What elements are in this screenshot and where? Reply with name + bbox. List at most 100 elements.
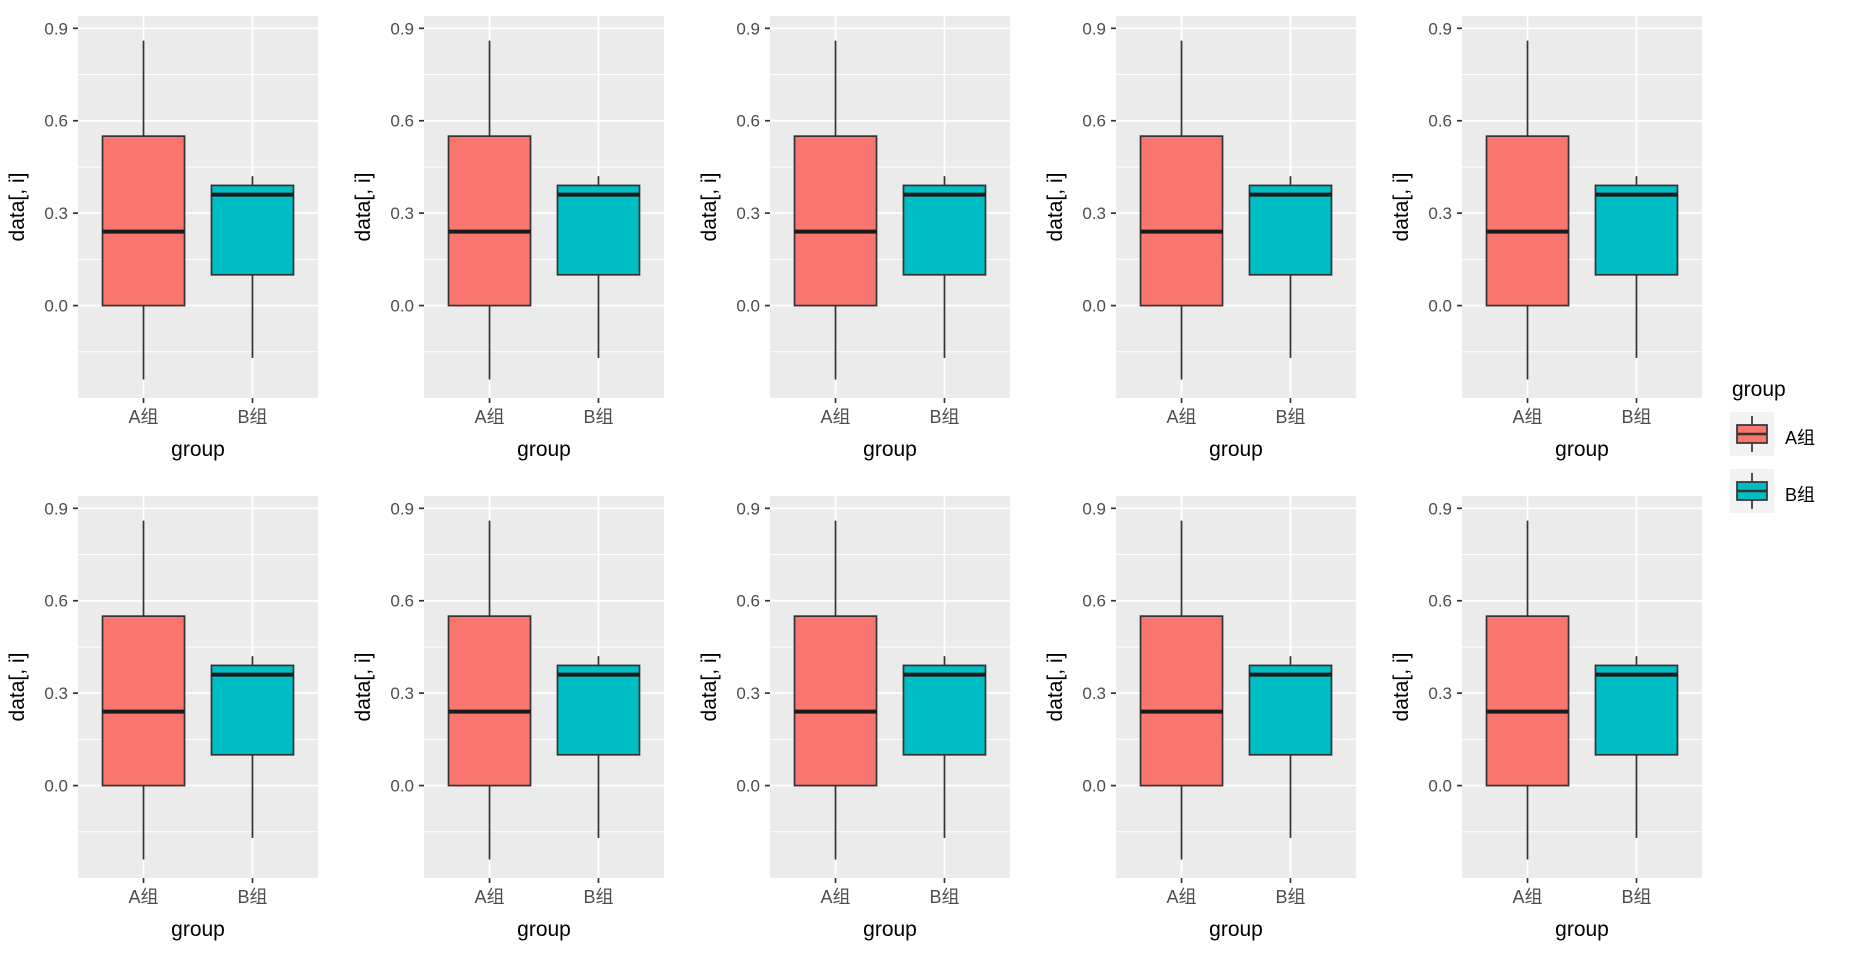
x-tick-label: B组 <box>1275 407 1305 427</box>
y-axis-title: data[, i] <box>698 653 721 722</box>
y-tick-label: 0.6 <box>1082 592 1106 611</box>
y-tick-label: 0.6 <box>44 592 68 611</box>
y-tick-label: 0.6 <box>736 592 760 611</box>
y-tick-label: 0.9 <box>390 19 414 38</box>
x-tick-label: B组 <box>1275 887 1305 907</box>
legend-item-a: A组 <box>1730 412 1815 461</box>
y-tick-label: 0.9 <box>1082 499 1106 518</box>
y-tick-label: 0.3 <box>736 684 760 703</box>
y-tick-label: 0.0 <box>390 777 414 796</box>
boxplot-cell: 0.0 0.3 0.6 0.9 A组 B组 data[, i] group <box>346 0 692 480</box>
legend-item-label: A组 <box>1785 427 1816 448</box>
y-tick-label: 0.6 <box>390 592 414 611</box>
boxplot-cell: 0.0 0.3 0.6 0.9 A组 B组 data[, i] group <box>1384 480 1730 960</box>
box-a <box>101 615 186 787</box>
y-tick-label: 0.3 <box>736 204 760 223</box>
y-axis-title: data[, i] <box>1044 173 1067 242</box>
x-tick-label: B组 <box>929 887 959 907</box>
legend-title: group <box>1732 378 1786 401</box>
boxplot-cell: 0.0 0.3 0.6 0.9 A组 B组 data[, i] group <box>1038 0 1384 480</box>
y-tick-label: 0.3 <box>1082 684 1106 703</box>
y-tick-label: 0.3 <box>390 684 414 703</box>
y-axis-title: data[, i] <box>698 173 721 242</box>
boxplot-panel-svg: 0.0 0.3 0.6 0.9 A组 B组 data[, i] group <box>1044 16 1356 461</box>
box-a <box>1139 615 1224 787</box>
boxplot-cell: 0.0 0.3 0.6 0.9 A组 B组 data[, i] group <box>692 0 1038 480</box>
x-tick-label: B组 <box>1621 887 1651 907</box>
box-b <box>556 664 641 756</box>
x-axis-title: group <box>517 438 571 461</box>
box-b <box>210 664 295 756</box>
box-b <box>902 184 987 276</box>
x-tick-label: A组 <box>821 407 851 427</box>
y-tick-label: 0.0 <box>44 297 68 316</box>
box-a <box>101 135 186 307</box>
box-b <box>556 184 641 276</box>
y-tick-label: 0.6 <box>1082 112 1106 131</box>
box-a <box>1485 615 1570 787</box>
x-tick-label: A组 <box>821 887 851 907</box>
y-tick-label: 0.9 <box>736 19 760 38</box>
x-tick-label: B组 <box>929 407 959 427</box>
boxplot-cell: 0.0 0.3 0.6 0.9 A组 B组 data[, i] group <box>346 480 692 960</box>
y-axis-title: data[, i] <box>1390 173 1413 242</box>
boxplot-cell: 0.0 0.3 0.6 0.9 A组 B组 data[, i] group <box>692 480 1038 960</box>
y-tick-label: 0.0 <box>1428 777 1452 796</box>
y-tick-label: 0.9 <box>390 499 414 518</box>
legend-item-b: B组 <box>1730 469 1815 518</box>
boxplot-cell: 0.0 0.3 0.6 0.9 A组 B组 data[, i] group <box>0 0 346 480</box>
y-tick-label: 0.6 <box>390 112 414 131</box>
x-axis-title: group <box>171 438 225 461</box>
x-tick-label: A组 <box>1167 887 1197 907</box>
box-a <box>447 135 532 307</box>
boxplot-panel-svg: 0.0 0.3 0.6 0.9 A组 B组 data[, i] group <box>352 496 664 941</box>
boxplot-panel-svg: 0.0 0.3 0.6 0.9 A组 B组 data[, i] group <box>1390 16 1702 461</box>
y-tick-label: 0.6 <box>1428 112 1452 131</box>
y-tick-label: 0.6 <box>44 112 68 131</box>
boxplot-panel-svg: 0.0 0.3 0.6 0.9 A组 B组 data[, i] group <box>1390 496 1702 941</box>
box-a <box>1139 135 1224 307</box>
x-tick-label: A组 <box>1513 407 1543 427</box>
x-tick-label: B组 <box>237 887 267 907</box>
legend-item-label: B组 <box>1785 484 1816 505</box>
y-tick-label: 0.9 <box>736 499 760 518</box>
y-tick-label: 0.9 <box>44 499 68 518</box>
x-axis-title: group <box>863 918 917 941</box>
boxplot-cell: 0.0 0.3 0.6 0.9 A组 B组 data[, i] group <box>1038 480 1384 960</box>
x-tick-label: A组 <box>475 407 505 427</box>
x-tick-label: A组 <box>129 407 159 427</box>
x-tick-label: A组 <box>129 887 159 907</box>
boxplot-panel-svg: 0.0 0.3 0.6 0.9 A组 B组 data[, i] group <box>698 496 1010 941</box>
x-tick-label: B组 <box>583 407 613 427</box>
legend-key-boxplot-glyph-b <box>1730 469 1774 518</box>
x-tick-label: B组 <box>237 407 267 427</box>
box-b <box>1248 664 1333 756</box>
y-tick-label: 0.9 <box>1428 499 1452 518</box>
y-axis-title: data[, i] <box>1044 653 1067 722</box>
legend-key-svg <box>1730 469 1774 513</box>
y-tick-label: 0.3 <box>1428 204 1452 223</box>
x-axis-title: group <box>863 438 917 461</box>
boxplot-panel-svg: 0.0 0.3 0.6 0.9 A组 B组 data[, i] group <box>6 496 318 941</box>
x-tick-label: A组 <box>1513 887 1543 907</box>
legend-key-svg <box>1730 412 1774 456</box>
box-b <box>210 184 295 276</box>
boxplot-grid: 0.0 0.3 0.6 0.9 A组 B组 data[, i] group 0.0 0.3 0.6 0… <box>0 0 1730 960</box>
y-axis-title: data[, i] <box>352 173 375 242</box>
y-tick-label: 0.6 <box>1428 592 1452 611</box>
x-axis-title: group <box>1209 918 1263 941</box>
x-tick-label: B组 <box>1621 407 1651 427</box>
y-tick-label: 0.9 <box>1428 19 1452 38</box>
y-tick-label: 0.0 <box>1082 777 1106 796</box>
y-axis-title: data[, i] <box>1390 653 1413 722</box>
x-axis-title: group <box>171 918 225 941</box>
y-tick-label: 0.0 <box>390 297 414 316</box>
box-b <box>1248 184 1333 276</box>
y-tick-label: 0.0 <box>44 777 68 796</box>
box-a <box>447 615 532 787</box>
y-tick-label: 0.3 <box>1082 204 1106 223</box>
boxplot-panel-svg: 0.0 0.3 0.6 0.9 A组 B组 data[, i] group <box>1044 496 1356 941</box>
y-tick-label: 0.3 <box>44 684 68 703</box>
box-b <box>902 664 987 756</box>
